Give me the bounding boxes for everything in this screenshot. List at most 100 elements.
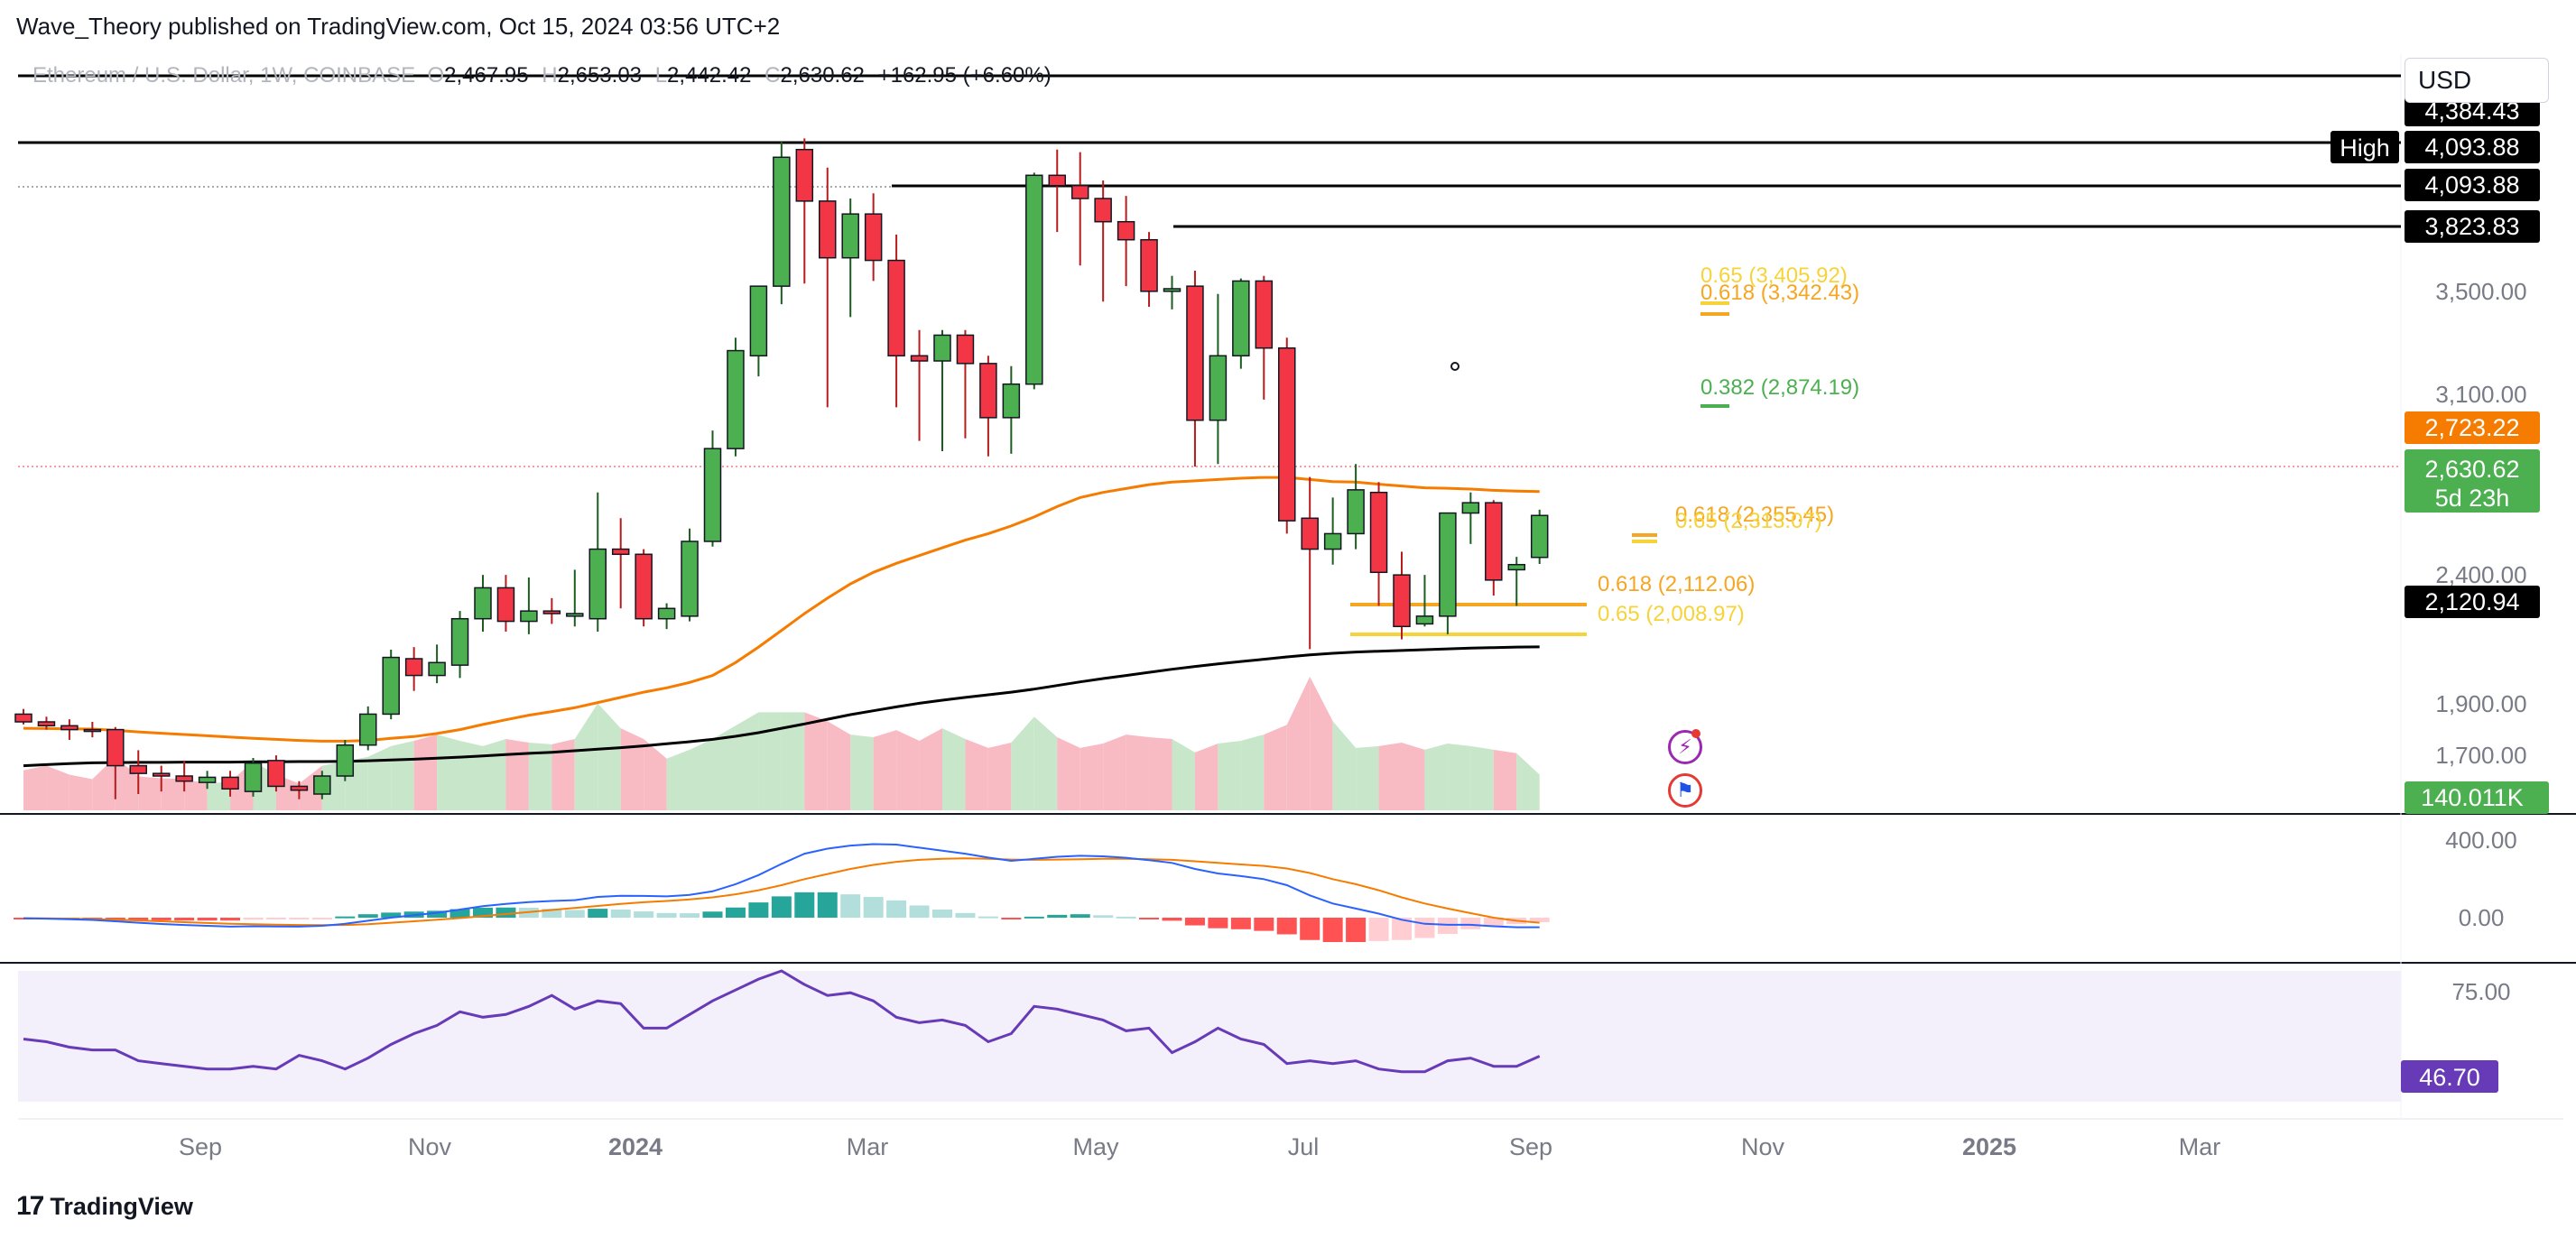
volume-area bbox=[598, 703, 621, 810]
fib-level-label: 0.618 (2,112.06) bbox=[1598, 572, 1755, 596]
candle-down bbox=[1048, 174, 1066, 187]
symbol-legend: Ethereum / U.S. Dollar, 1W, COINBASE O2,… bbox=[32, 63, 1052, 88]
macd-line bbox=[23, 843, 1540, 928]
candle-up bbox=[703, 448, 722, 542]
volume-area bbox=[69, 774, 93, 810]
rsi-value-tag: 46.70 bbox=[2419, 1064, 2480, 1091]
rsi-line bbox=[23, 969, 1541, 1074]
volume-area bbox=[391, 740, 414, 810]
volume-area bbox=[712, 725, 736, 810]
volume-area bbox=[1424, 743, 1448, 810]
axis-tag-high: 4,093.88 bbox=[2424, 134, 2519, 161]
candle-up bbox=[1461, 502, 1480, 514]
price-tick-label: 2,400.00 bbox=[2435, 561, 2526, 588]
volume-area bbox=[1378, 742, 1402, 810]
close-label: C bbox=[764, 63, 781, 88]
candle-down bbox=[1485, 502, 1503, 581]
volume-area bbox=[1126, 734, 1150, 810]
candle-up bbox=[1209, 355, 1228, 421]
price-tick-label: 3,100.00 bbox=[2435, 381, 2526, 408]
macd-histogram-bar bbox=[1346, 918, 1367, 942]
volume-area bbox=[1470, 745, 1494, 810]
candle-down bbox=[542, 610, 561, 614]
axis-tag-3823: 3,823.83 bbox=[2424, 213, 2519, 240]
candle-down bbox=[635, 553, 653, 620]
macd-histogram-bar bbox=[771, 896, 792, 918]
time-tick-label: Sep bbox=[1509, 1133, 1552, 1160]
candle-up bbox=[933, 334, 951, 362]
candle-up bbox=[1002, 383, 1021, 419]
currency-button[interactable]: USD bbox=[2405, 58, 2549, 103]
high-label: H bbox=[542, 63, 558, 88]
macd-histogram-bar bbox=[863, 897, 884, 918]
axis-tag-last: 2,630.62 bbox=[2424, 456, 2519, 483]
macd-histogram-bar bbox=[1300, 918, 1320, 940]
time-tick-label: Nov bbox=[408, 1133, 452, 1160]
fib-level-label: 0.65 (2,008.97) bbox=[1598, 602, 1745, 626]
macd-histogram-bar bbox=[702, 911, 723, 918]
macd-histogram-bar bbox=[978, 916, 998, 919]
macd-histogram-bar bbox=[610, 910, 631, 918]
macd-histogram-bar bbox=[220, 918, 241, 921]
macd-histogram-bar bbox=[932, 910, 952, 918]
volume-area bbox=[1218, 740, 1241, 810]
time-tick-label: Mar bbox=[2179, 1133, 2221, 1160]
volume-area bbox=[850, 734, 874, 810]
candle-down bbox=[290, 785, 309, 791]
candle-down bbox=[819, 200, 837, 259]
candle-down bbox=[1369, 491, 1388, 574]
candle-up bbox=[749, 285, 768, 357]
macd-histogram-bar bbox=[128, 918, 149, 920]
volume-area bbox=[551, 739, 575, 810]
macd-histogram-bar bbox=[289, 918, 310, 919]
candle-up bbox=[1347, 489, 1365, 535]
candle-down bbox=[1140, 238, 1158, 292]
footer-brand[interactable]: 17 TradingView bbox=[16, 1191, 193, 1222]
time-tick-label: Mar bbox=[847, 1133, 889, 1160]
low-label: L bbox=[654, 63, 668, 88]
us-flag-icon[interactable]: ⚑ bbox=[1668, 773, 1702, 808]
volume-area bbox=[758, 712, 782, 810]
macd-histogram-bar bbox=[265, 918, 286, 920]
macd-histogram-bar bbox=[1208, 918, 1228, 928]
candle-up bbox=[1415, 615, 1434, 625]
candle-down bbox=[404, 658, 423, 677]
macd-histogram-bar bbox=[588, 909, 608, 918]
volume-area bbox=[574, 703, 598, 810]
time-tick-label: May bbox=[1072, 1133, 1119, 1160]
volume-area bbox=[92, 756, 116, 810]
price-tick-label: 1,900.00 bbox=[2435, 690, 2526, 717]
macd-histogram-bar bbox=[197, 918, 218, 921]
candle-up bbox=[428, 661, 446, 677]
axis-tag-ema50-bg bbox=[2405, 411, 2540, 444]
candle-up bbox=[1439, 512, 1457, 617]
close-value: 2,630.62 bbox=[780, 63, 865, 88]
volume-area bbox=[987, 742, 1012, 810]
volume-area bbox=[1172, 739, 1195, 810]
macd-histogram-bar bbox=[1139, 918, 1160, 919]
lightning-icon[interactable]: ⚡ bbox=[1668, 730, 1702, 764]
volume-area bbox=[690, 739, 713, 810]
macd-tick-0: 0.00 bbox=[2459, 904, 2505, 931]
fib-level-label: 0.65 (2,313.07) bbox=[1675, 509, 1822, 533]
candle-down bbox=[979, 363, 997, 419]
publisher-header: Wave_Theory published on TradingView.com… bbox=[16, 13, 781, 40]
candle-up bbox=[1323, 532, 1342, 550]
time-tick-label: 2025 bbox=[1962, 1133, 2016, 1160]
volume-area bbox=[827, 721, 851, 810]
macd-histogram-bar bbox=[748, 902, 769, 918]
candle-up bbox=[841, 213, 859, 259]
macd-histogram-bar bbox=[1093, 915, 1114, 918]
volume-area bbox=[1080, 743, 1104, 810]
volume-area bbox=[1240, 734, 1265, 810]
macd-histogram-bar bbox=[496, 907, 516, 918]
macd-histogram-bar bbox=[680, 913, 700, 918]
volume-area bbox=[1033, 716, 1058, 810]
volume-area bbox=[1447, 743, 1471, 810]
volume-area bbox=[942, 728, 966, 810]
candle-down bbox=[1070, 184, 1089, 199]
candle-down bbox=[956, 334, 975, 365]
volume-area bbox=[161, 778, 185, 810]
macd-histogram-bar bbox=[886, 900, 907, 918]
